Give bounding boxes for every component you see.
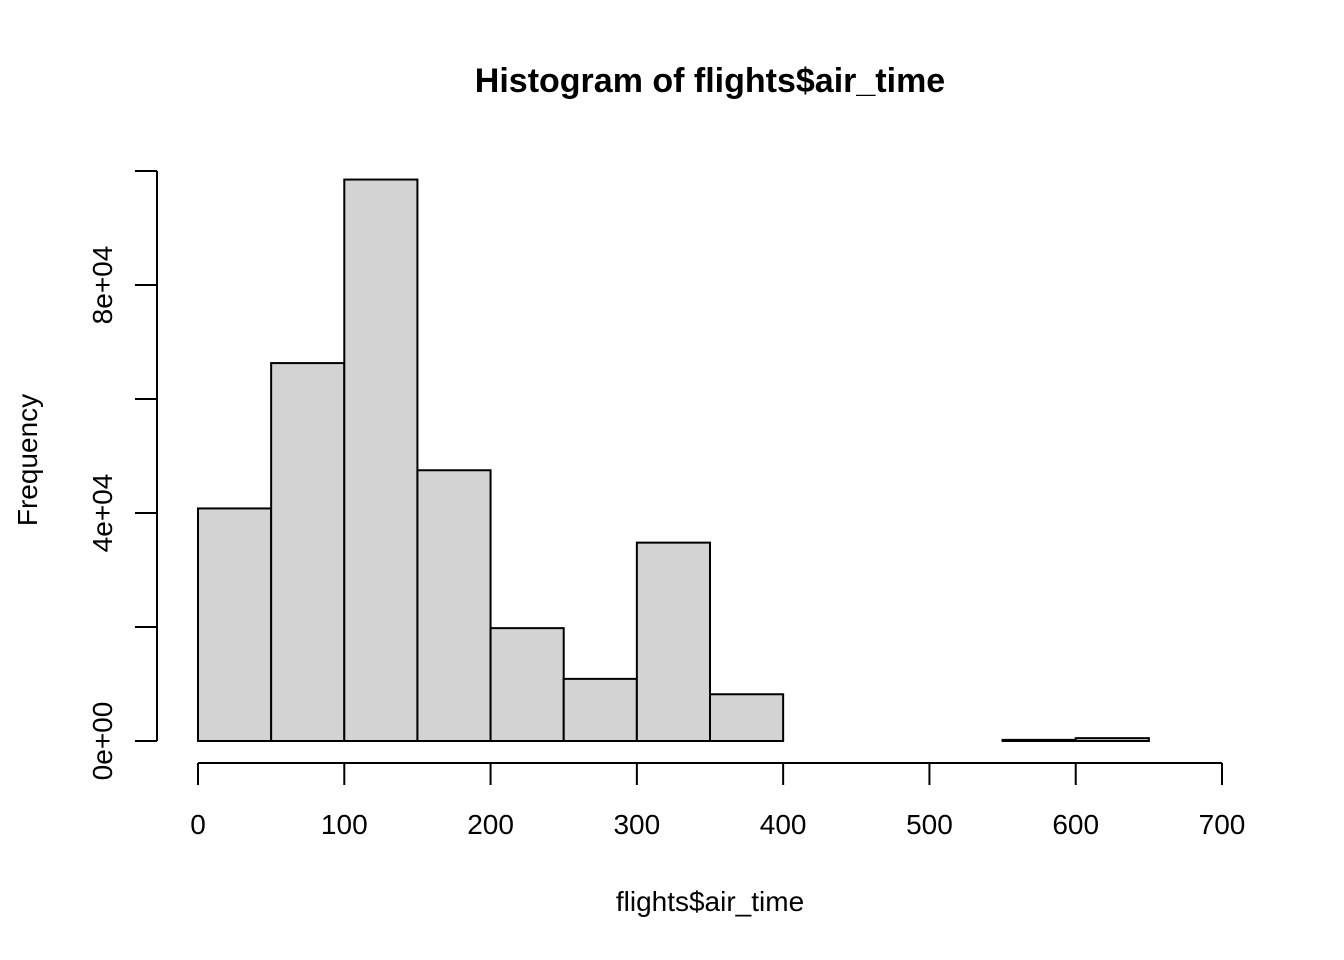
x-axis-label: flights$air_time: [616, 886, 804, 917]
chart-title: Histogram of flights$air_time: [475, 62, 945, 100]
x-axis: 0 100 200 300 400 500 600 700: [190, 762, 1246, 840]
x-tick-label: 600: [1052, 809, 1099, 840]
histogram-bar: [562, 677, 638, 742]
histogram-bar: [343, 178, 419, 743]
histogram-bar: [489, 627, 565, 743]
x-tick-label: 400: [760, 809, 807, 840]
x-tick-label: 700: [1199, 809, 1246, 840]
y-axis-label: Frequency: [12, 394, 43, 526]
y-tick-label: 8e+04: [87, 246, 118, 325]
histogram-bar: [1074, 737, 1150, 743]
y-tick-label: 4e+04: [87, 474, 118, 553]
y-tick-label: 0e+00: [87, 702, 118, 781]
x-tick-label: 500: [906, 809, 953, 840]
histogram-bar: [1001, 738, 1077, 742]
x-tick-label: 100: [321, 809, 368, 840]
histogram-bar: [416, 469, 492, 742]
histogram-bar: [270, 362, 346, 742]
x-tick-label: 300: [613, 809, 660, 840]
x-tick-label: 0: [190, 809, 206, 840]
x-tick-label: 200: [467, 809, 514, 840]
histogram-bar: [709, 693, 785, 743]
histogram-bar: [197, 507, 273, 742]
bars-group: [197, 178, 1150, 743]
histogram-bar: [635, 541, 711, 743]
y-axis: 0e+00 4e+04 8e+04: [87, 170, 158, 781]
